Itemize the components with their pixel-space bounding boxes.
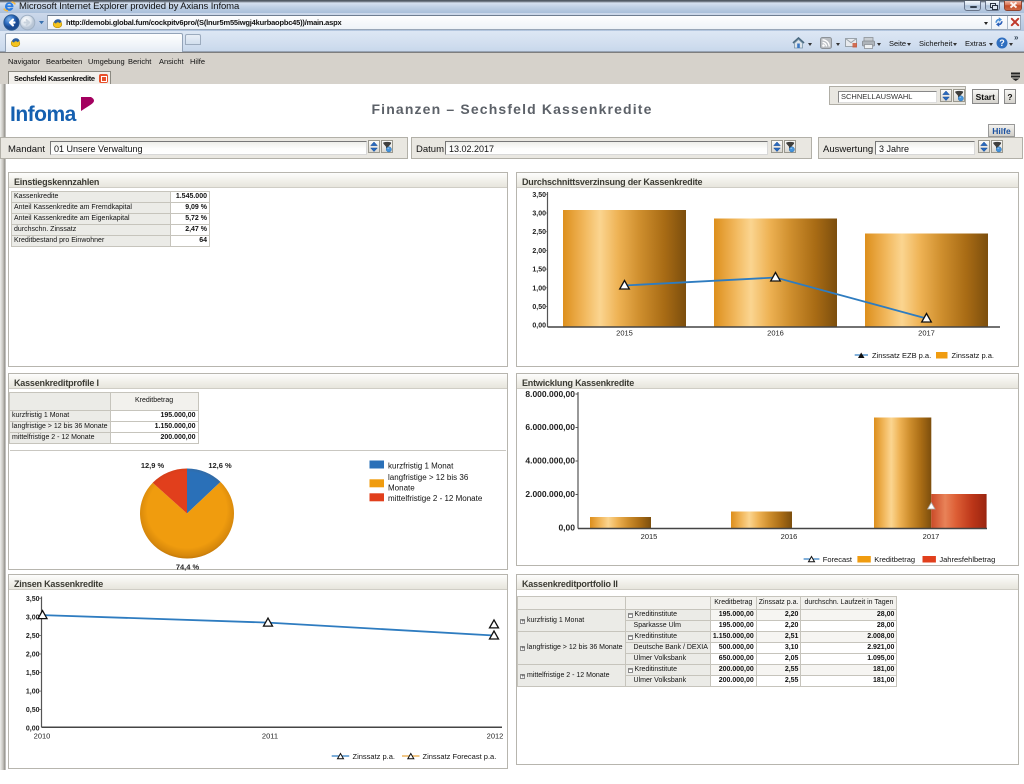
svg-text:4.000.000,00: 4.000.000,00: [525, 456, 575, 466]
svg-text:kurzfristig 1 Monat: kurzfristig 1 Monat: [388, 461, 454, 470]
svg-text:1,00: 1,00: [532, 285, 546, 292]
svg-text:Jahresfehlbetrag: Jahresfehlbetrag: [939, 555, 995, 564]
svg-text:2017: 2017: [918, 329, 935, 338]
svg-text:2016: 2016: [781, 532, 798, 541]
svg-text:12,9 %: 12,9 %: [141, 461, 165, 470]
svg-text:Zinssatz p.a.: Zinssatz p.a.: [353, 752, 396, 761]
svg-text:Zinssatz Forecast p.a.: Zinssatz Forecast p.a.: [423, 752, 497, 761]
svg-text:2011: 2011: [262, 732, 278, 741]
svg-text:2016: 2016: [767, 329, 784, 338]
svg-text:2,00: 2,00: [26, 652, 40, 659]
svg-text:3,50: 3,50: [26, 596, 40, 603]
svg-text:3,00: 3,00: [532, 211, 546, 218]
svg-text:74,4 %: 74,4 %: [176, 563, 200, 572]
svg-text:3,50: 3,50: [532, 192, 546, 199]
svg-text:2.000.000,00: 2.000.000,00: [525, 489, 575, 499]
svg-text:Kreditbetrag: Kreditbetrag: [874, 555, 915, 564]
svg-text:0,50: 0,50: [532, 304, 546, 311]
svg-text:Monate: Monate: [388, 483, 415, 492]
svg-text:6.000.000,00: 6.000.000,00: [525, 422, 575, 432]
svg-text:?: ?: [999, 38, 1005, 48]
svg-text:mittelfristige 2 - 12 Monate: mittelfristige 2 - 12 Monate: [388, 494, 483, 503]
svg-text:2015: 2015: [641, 532, 658, 541]
svg-text:2,50: 2,50: [26, 633, 40, 640]
svg-text:2,00: 2,00: [532, 248, 546, 255]
svg-text:langfristige > 12 bis 36: langfristige > 12 bis 36: [388, 473, 469, 482]
svg-text:8.000.000,00: 8.000.000,00: [525, 390, 575, 399]
svg-text:2012: 2012: [487, 732, 504, 741]
svg-text:2010: 2010: [34, 732, 51, 741]
svg-text:0,00: 0,00: [532, 323, 546, 330]
svg-text:1,50: 1,50: [532, 267, 546, 274]
svg-text:0,50: 0,50: [26, 707, 40, 714]
svg-text:1,50: 1,50: [26, 670, 40, 677]
svg-text:1,00: 1,00: [26, 689, 40, 696]
svg-text:Zinssatz EZB p.a.: Zinssatz EZB p.a.: [872, 351, 931, 360]
svg-text:2,50: 2,50: [532, 229, 546, 236]
svg-text:0,00: 0,00: [26, 726, 40, 733]
svg-text:3,00: 3,00: [26, 614, 40, 621]
svg-text:2017: 2017: [923, 532, 940, 541]
svg-text:0,00: 0,00: [558, 523, 575, 533]
svg-text:Zinssatz p.a.: Zinssatz p.a.: [952, 351, 995, 360]
svg-text:12,6 %: 12,6 %: [208, 461, 232, 470]
svg-text:Forecast: Forecast: [823, 555, 853, 564]
svg-text:2015: 2015: [616, 329, 633, 338]
